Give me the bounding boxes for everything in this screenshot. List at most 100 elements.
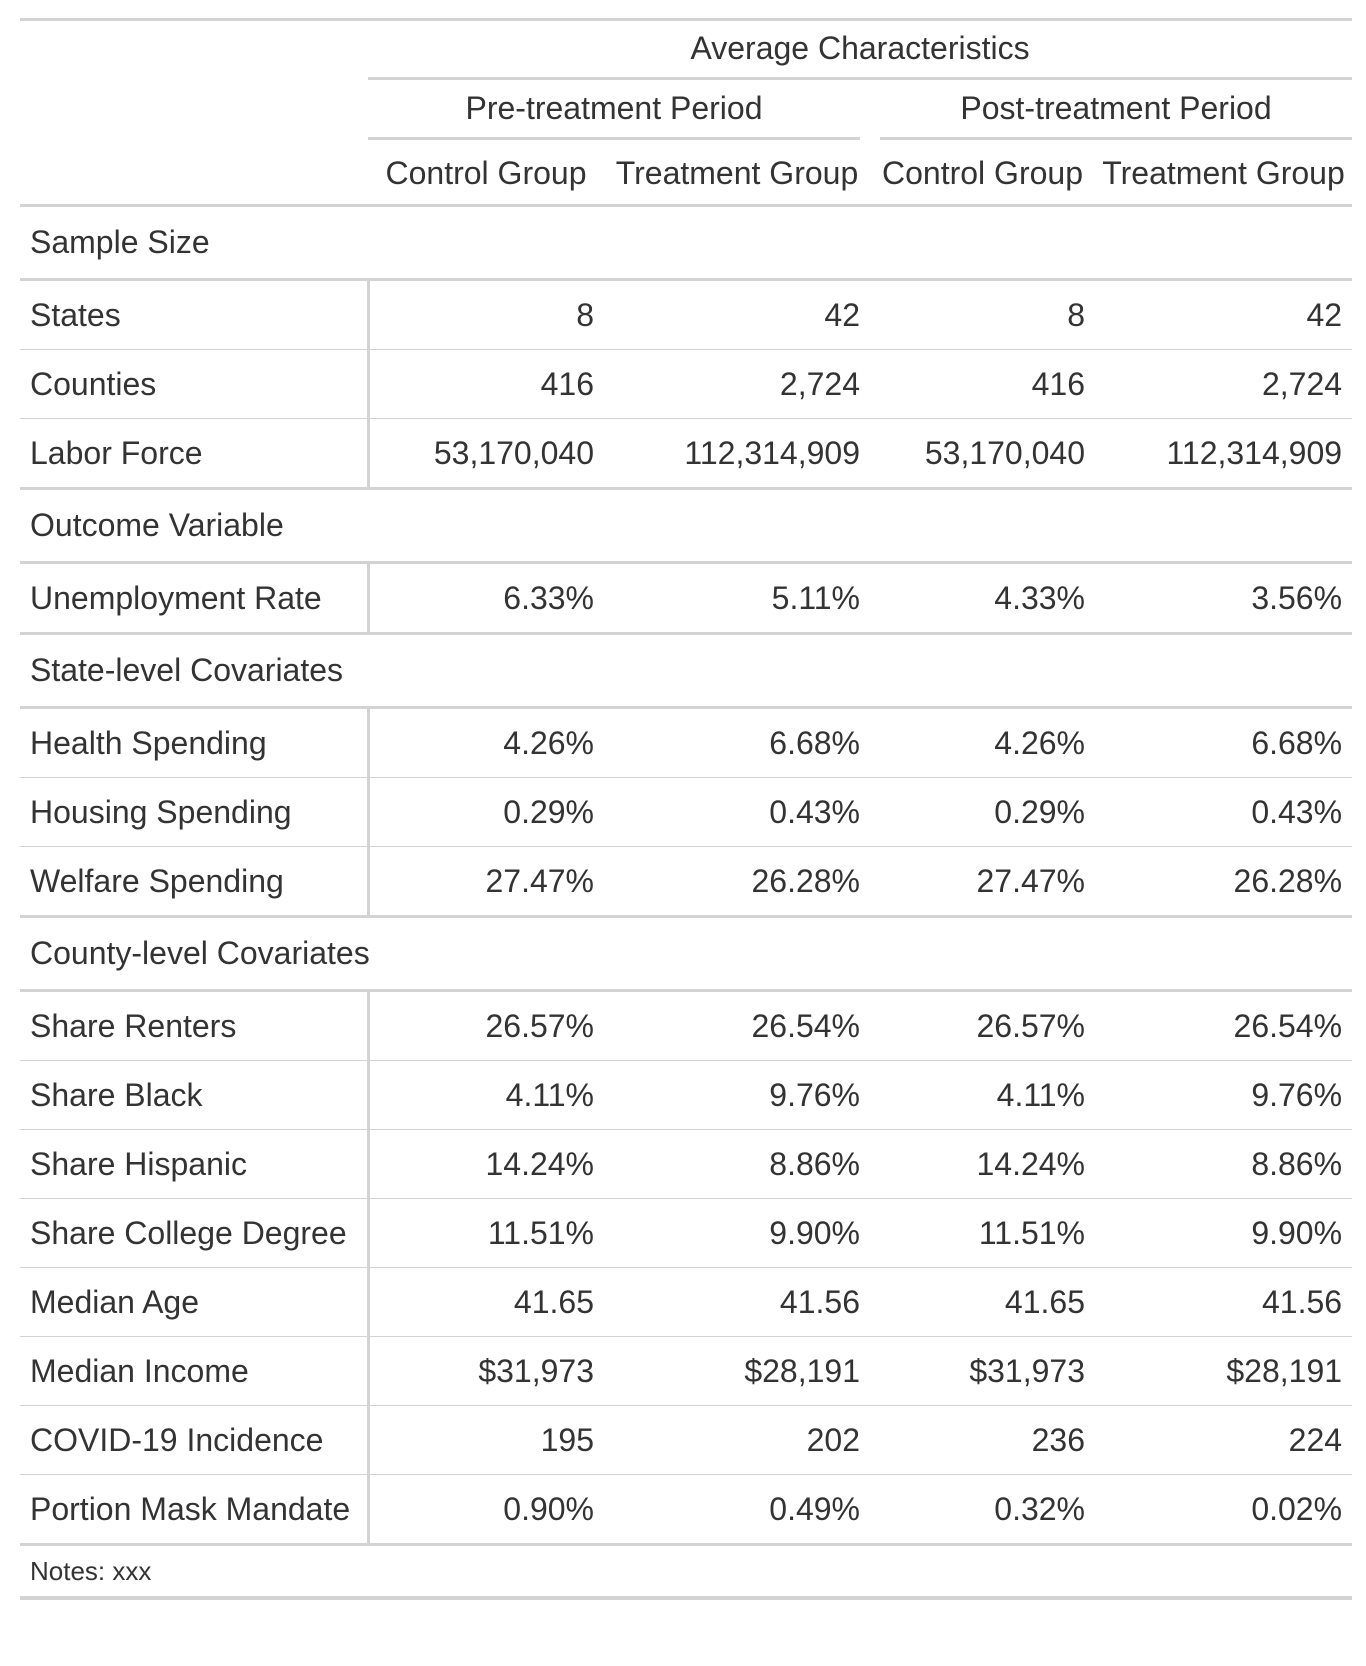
table-row: Counties 416 2,724 416 2,724	[20, 349, 1353, 419]
row-label: Share Hispanic	[20, 1129, 370, 1199]
table-row: Median Income $31,973 $28,191 $31,973 $28,19…	[20, 1336, 1353, 1406]
cell-value: 4.33%	[870, 562, 1095, 635]
row-label: Housing Spending	[20, 777, 370, 847]
row-group-heading: Outcome Variable	[20, 487, 1353, 564]
header-stub-corner	[20, 18, 368, 80]
table-body: Sample Size States 8 42 8 42 Counties 416 2,724 4…	[20, 204, 1353, 1546]
table-row: COVID-19 Incidence 195 202 236 224	[20, 1405, 1353, 1475]
table-row: Share Black 4.11% 9.76% 4.11% 9.76%	[20, 1060, 1353, 1130]
cell-value: 26.57%	[368, 990, 604, 1061]
cell-value: 41.56	[604, 1267, 870, 1337]
table-row: Health Spending 4.26% 6.68% 4.26% 6.68%	[20, 707, 1353, 778]
cell-value: 26.57%	[870, 990, 1095, 1061]
footer-row: Notes: xxx	[20, 1544, 1353, 1600]
cell-value: 2,724	[1095, 349, 1353, 419]
cell-value: 11.51%	[870, 1198, 1095, 1268]
table-row: Unemployment Rate 6.33% 5.11% 4.33% 3.56%	[20, 562, 1353, 635]
cell-value: 14.24%	[368, 1129, 604, 1199]
column-header: Treatment Group	[1095, 142, 1353, 207]
cell-value: 0.29%	[368, 777, 604, 847]
cell-value: 53,170,040	[870, 418, 1095, 490]
cell-value: 3.56%	[1095, 562, 1353, 635]
row-label: Median Age	[20, 1267, 370, 1337]
cell-value: $28,191	[604, 1336, 870, 1406]
row-label: Share Black	[20, 1060, 370, 1130]
spanner-post-treatment: Post-treatment Period	[870, 80, 1353, 142]
row-label: Labor Force	[20, 418, 370, 490]
column-header-label: Control Group	[882, 154, 1083, 191]
table-footer: Notes: xxx	[20, 1544, 1353, 1600]
cell-value: 0.43%	[604, 777, 870, 847]
row-label: Welfare Spending	[20, 846, 370, 918]
cell-value: 26.54%	[1095, 990, 1353, 1061]
cell-value: 6.68%	[1095, 707, 1353, 778]
cell-value: 53,170,040	[368, 418, 604, 490]
cell-value: 6.68%	[604, 707, 870, 778]
cell-value: 4.26%	[870, 707, 1095, 778]
cell-value: 41.56	[1095, 1267, 1353, 1337]
cell-value: 42	[1095, 279, 1353, 350]
cell-value: 195	[368, 1405, 604, 1475]
cell-value: 2,724	[604, 349, 870, 419]
spanner-pre-treatment: Pre-treatment Period	[368, 80, 870, 142]
row-group-heading: County-level Covariates	[20, 915, 1353, 992]
table-row: Share Renters 26.57% 26.54% 26.57% 26.54%	[20, 990, 1353, 1061]
cell-value: $28,191	[1095, 1336, 1353, 1406]
cell-value: 27.47%	[870, 846, 1095, 918]
cell-value: 4.26%	[368, 707, 604, 778]
cell-value: 9.90%	[1095, 1198, 1353, 1268]
cell-value: 8.86%	[1095, 1129, 1353, 1199]
spanner-label: Average Characteristics	[368, 30, 1353, 80]
column-header: Control Group	[368, 142, 604, 207]
cell-value: 0.49%	[604, 1474, 870, 1546]
cell-value: 9.90%	[604, 1198, 870, 1268]
cell-value: 0.90%	[368, 1474, 604, 1546]
header-row-spanner-periods: Pre-treatment Period Post-treatment Peri…	[20, 80, 1353, 142]
column-header-label: Treatment Group	[615, 154, 859, 191]
row-label: Share College Degree	[20, 1198, 370, 1268]
header-stub-corner	[20, 80, 368, 142]
cell-value: 42	[604, 279, 870, 350]
cell-value: 0.32%	[870, 1474, 1095, 1546]
cell-value: 41.65	[368, 1267, 604, 1337]
cell-value: 202	[604, 1405, 870, 1475]
header-row-columns: Control Group Treatment Group Control Gr…	[20, 142, 1353, 207]
table-row: States 8 42 8 42	[20, 279, 1353, 350]
summary-table-container: Average Characteristics Pre-treatment Pe…	[20, 18, 1353, 1600]
cell-value: 8	[368, 279, 604, 350]
cell-value: 416	[368, 349, 604, 419]
spanner-average-characteristics: Average Characteristics	[368, 18, 1353, 80]
cell-value: $31,973	[368, 1336, 604, 1406]
cell-value: 11.51%	[368, 1198, 604, 1268]
row-label: Health Spending	[20, 707, 370, 778]
row-label: Median Income	[20, 1336, 370, 1406]
cell-value: 0.02%	[1095, 1474, 1353, 1546]
spanner-label: Post-treatment Period	[880, 90, 1353, 140]
cell-value: 26.28%	[604, 846, 870, 918]
row-group-label: Outcome Variable	[20, 487, 1353, 564]
row-label: Counties	[20, 349, 370, 419]
cell-value: 0.29%	[870, 777, 1095, 847]
cell-value: 236	[870, 1405, 1095, 1475]
row-label: COVID-19 Incidence	[20, 1405, 370, 1475]
header-row-spanner-top: Average Characteristics	[20, 18, 1353, 80]
summary-statistics-table: Average Characteristics Pre-treatment Pe…	[20, 18, 1353, 1600]
table-row: Welfare Spending 27.47% 26.28% 27.47% 26.28%	[20, 846, 1353, 918]
row-label: Share Renters	[20, 990, 370, 1061]
cell-value: 8	[870, 279, 1095, 350]
cell-value: 14.24%	[870, 1129, 1095, 1199]
row-group-label: County-level Covariates	[20, 915, 1353, 992]
table-row: Portion Mask Mandate 0.90% 0.49% 0.32% 0.02%	[20, 1474, 1353, 1546]
cell-value: 112,314,909	[1095, 418, 1353, 490]
column-header: Treatment Group	[604, 142, 870, 207]
cell-value: 8.86%	[604, 1129, 870, 1199]
cell-value: 4.11%	[870, 1060, 1095, 1130]
row-group-label: State-level Covariates	[20, 632, 1353, 709]
cell-value: 6.33%	[368, 562, 604, 635]
column-header: Control Group	[870, 142, 1095, 207]
cell-value: 9.76%	[604, 1060, 870, 1130]
cell-value: 112,314,909	[604, 418, 870, 490]
row-group-heading: State-level Covariates	[20, 632, 1353, 709]
cell-value: 4.11%	[368, 1060, 604, 1130]
cell-value: 27.47%	[368, 846, 604, 918]
